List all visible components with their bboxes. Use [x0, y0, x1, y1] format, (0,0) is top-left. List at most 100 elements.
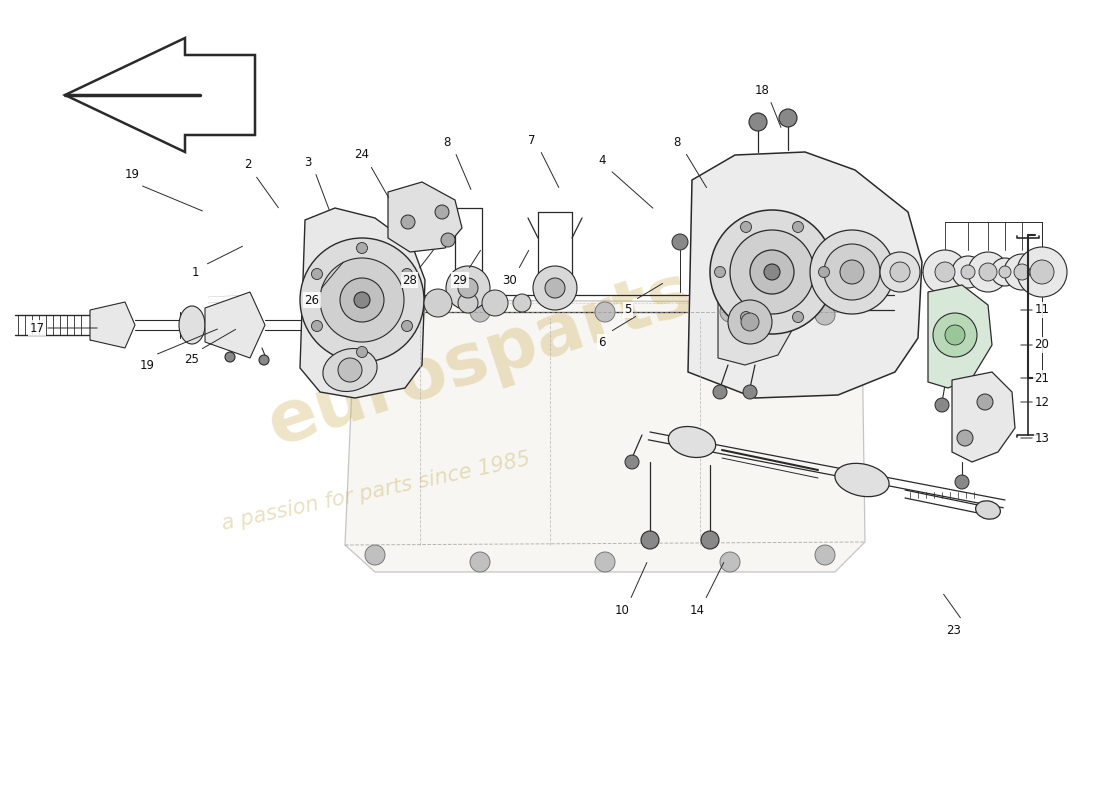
Circle shape	[923, 250, 967, 294]
Text: 21: 21	[1034, 371, 1049, 385]
Polygon shape	[718, 278, 795, 365]
Circle shape	[749, 113, 767, 131]
Circle shape	[402, 215, 415, 229]
Polygon shape	[928, 285, 992, 388]
Polygon shape	[205, 292, 265, 358]
Circle shape	[1014, 264, 1030, 280]
Text: 6: 6	[598, 335, 606, 349]
Circle shape	[402, 321, 412, 331]
Text: 17: 17	[30, 322, 44, 334]
Text: 26: 26	[305, 294, 319, 306]
Text: 19: 19	[124, 169, 140, 182]
Circle shape	[818, 266, 829, 278]
Circle shape	[957, 430, 974, 446]
Circle shape	[880, 252, 920, 292]
Circle shape	[544, 278, 565, 298]
Text: 3: 3	[305, 155, 311, 169]
Circle shape	[720, 552, 740, 572]
Circle shape	[354, 292, 370, 308]
Text: 4: 4	[598, 154, 606, 166]
Text: 12: 12	[1034, 395, 1049, 409]
Text: 24: 24	[354, 149, 370, 162]
Text: 10: 10	[615, 603, 629, 617]
Circle shape	[991, 258, 1019, 286]
Text: 8: 8	[673, 135, 681, 149]
Circle shape	[815, 545, 835, 565]
Text: 23: 23	[947, 623, 961, 637]
Circle shape	[402, 269, 412, 279]
Polygon shape	[90, 302, 135, 348]
Circle shape	[935, 262, 955, 282]
Text: 13: 13	[1035, 431, 1049, 445]
Circle shape	[999, 266, 1011, 278]
Circle shape	[945, 325, 965, 345]
Text: 5: 5	[625, 303, 631, 317]
Circle shape	[792, 311, 803, 322]
Circle shape	[458, 278, 478, 298]
Circle shape	[434, 205, 449, 219]
Circle shape	[356, 242, 367, 254]
Circle shape	[311, 269, 322, 279]
Circle shape	[672, 234, 688, 250]
Circle shape	[750, 250, 794, 294]
Polygon shape	[65, 38, 255, 152]
Circle shape	[595, 302, 615, 322]
Polygon shape	[952, 372, 1015, 462]
Circle shape	[728, 300, 772, 344]
Circle shape	[470, 302, 490, 322]
Circle shape	[710, 210, 834, 334]
Text: 20: 20	[1035, 338, 1049, 351]
Text: 25: 25	[185, 354, 199, 366]
Circle shape	[320, 258, 404, 342]
Circle shape	[701, 531, 719, 549]
Circle shape	[365, 305, 385, 325]
Circle shape	[952, 256, 984, 288]
Text: 11: 11	[1034, 303, 1049, 317]
Circle shape	[742, 385, 757, 399]
Circle shape	[595, 552, 615, 572]
Circle shape	[625, 455, 639, 469]
Circle shape	[961, 265, 975, 279]
Text: 14: 14	[690, 603, 704, 617]
Circle shape	[979, 263, 997, 281]
Circle shape	[955, 475, 969, 489]
Ellipse shape	[669, 426, 716, 458]
Circle shape	[446, 266, 490, 310]
Circle shape	[935, 398, 949, 412]
Circle shape	[441, 233, 455, 247]
Circle shape	[779, 109, 798, 127]
Text: a passion for parts since 1985: a passion for parts since 1985	[220, 449, 532, 534]
Circle shape	[740, 222, 751, 233]
Text: 29: 29	[452, 274, 468, 286]
Ellipse shape	[835, 463, 889, 497]
Text: 7: 7	[528, 134, 536, 146]
Text: 1: 1	[191, 266, 199, 278]
Circle shape	[458, 293, 478, 313]
Circle shape	[715, 266, 726, 278]
Ellipse shape	[323, 349, 377, 391]
Circle shape	[1004, 254, 1040, 290]
Circle shape	[977, 394, 993, 410]
Circle shape	[968, 252, 1008, 292]
Polygon shape	[300, 208, 425, 398]
Circle shape	[792, 222, 803, 233]
Circle shape	[720, 302, 740, 322]
Text: 18: 18	[755, 83, 769, 97]
Circle shape	[513, 294, 531, 312]
Polygon shape	[388, 182, 462, 252]
Polygon shape	[345, 300, 865, 572]
Circle shape	[470, 552, 490, 572]
Circle shape	[356, 346, 367, 358]
Text: 2: 2	[244, 158, 252, 171]
Text: 28: 28	[403, 274, 417, 286]
Circle shape	[534, 266, 578, 310]
Text: 30: 30	[503, 274, 517, 286]
Circle shape	[815, 305, 835, 325]
Text: eurosparts: eurosparts	[260, 258, 702, 460]
Circle shape	[764, 264, 780, 280]
Circle shape	[890, 262, 910, 282]
Circle shape	[258, 355, 270, 365]
Ellipse shape	[179, 306, 205, 344]
Circle shape	[311, 321, 322, 331]
Ellipse shape	[976, 501, 1000, 519]
